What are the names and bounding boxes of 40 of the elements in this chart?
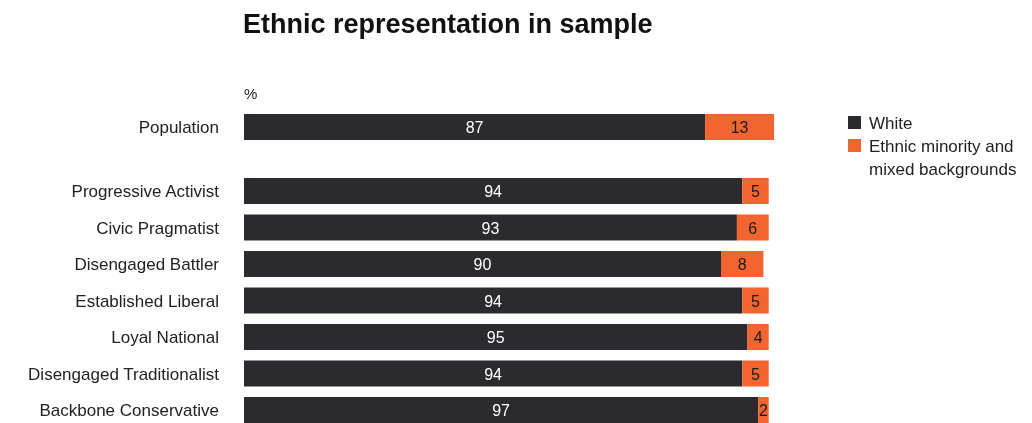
data-label: 94 bbox=[484, 183, 503, 200]
x-axis-title: % bbox=[244, 85, 258, 102]
bar bbox=[244, 178, 743, 204]
bar bbox=[721, 251, 764, 277]
data-label: 5 bbox=[751, 365, 760, 383]
data-label: 5 bbox=[751, 292, 760, 310]
y-tick-label: Progressive Activist bbox=[71, 182, 220, 201]
bar bbox=[244, 397, 759, 423]
bar bbox=[244, 214, 737, 241]
data-label: 2 bbox=[758, 402, 768, 419]
legend-label: Ethnic minority and mixed backgrounds bbox=[869, 137, 1017, 179]
data-label: 94 bbox=[484, 365, 503, 383]
data-label: 87 bbox=[465, 119, 484, 136]
data-label: 6 bbox=[748, 219, 758, 237]
data-label: 13 bbox=[730, 119, 749, 136]
data-label: 5 bbox=[751, 183, 760, 200]
legend-label: White bbox=[869, 114, 913, 133]
bar bbox=[742, 178, 769, 204]
data-label: 8 bbox=[737, 256, 747, 273]
y-tick-label: Established Liberal bbox=[75, 291, 219, 311]
bar bbox=[244, 360, 743, 387]
data-label: 93 bbox=[481, 219, 500, 237]
chart-title: Ethnic representation in sample bbox=[243, 9, 653, 39]
data-label: 94 bbox=[484, 292, 503, 310]
data-label: 95 bbox=[486, 329, 505, 346]
y-tick-label: Disengaged Traditionalist bbox=[28, 364, 220, 384]
data-label: 90 bbox=[473, 256, 492, 273]
bar bbox=[742, 287, 769, 314]
y-tick-label: Loyal National bbox=[111, 328, 219, 347]
bar bbox=[244, 287, 743, 314]
y-tick-label: Backbone Conservative bbox=[39, 401, 219, 420]
data-label: 97 bbox=[492, 402, 511, 419]
bar bbox=[736, 214, 769, 241]
y-tick-label: Civic Pragmatist bbox=[96, 218, 220, 238]
y-tick-label: Disengaged Battler bbox=[74, 255, 220, 274]
bar bbox=[244, 324, 748, 350]
bar bbox=[244, 251, 721, 277]
y-tick-label: Population bbox=[138, 118, 219, 137]
data-label: 4 bbox=[753, 329, 763, 346]
bar bbox=[742, 360, 769, 387]
